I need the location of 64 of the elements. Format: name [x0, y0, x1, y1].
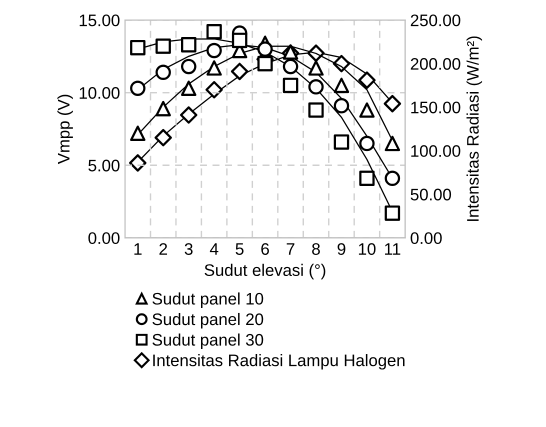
x-tick-label: 5	[236, 243, 244, 255]
point	[257, 56, 273, 72]
y2-tick-label: 100.00	[411, 145, 460, 157]
point	[130, 126, 146, 142]
legend-label: Sudut panel 30	[152, 333, 264, 350]
point	[129, 154, 146, 172]
point	[358, 71, 376, 89]
x-tick-label: 8	[312, 243, 320, 255]
y-tick-label: 0.00	[88, 232, 120, 244]
point	[308, 102, 324, 118]
point	[180, 80, 196, 96]
point	[180, 37, 196, 52]
point	[384, 170, 400, 186]
point	[384, 94, 402, 112]
y-tick-label: 10.00	[80, 87, 120, 99]
point	[206, 60, 222, 76]
point	[232, 32, 248, 48]
y2-tick-label: 50.00	[410, 188, 452, 200]
point	[282, 78, 298, 94]
y2-tick-label: 0.00	[410, 232, 442, 244]
point	[334, 134, 350, 150]
y2-tick-label: 250.00	[410, 14, 460, 26]
x-tick-label: 3	[184, 243, 193, 255]
legend-label: Sudut panel 20	[152, 312, 264, 328]
point	[359, 102, 375, 118]
point	[282, 58, 298, 74]
y-tick-label: 15.00	[80, 14, 120, 26]
x-tick-label: 7	[286, 243, 294, 255]
point	[206, 24, 222, 40]
point	[154, 128, 172, 146]
x-tick-label: 10	[358, 243, 376, 255]
point	[130, 40, 146, 56]
x-tick-label: 11	[385, 243, 400, 255]
point	[206, 42, 222, 58]
legend-label: Sudut panel 10	[152, 292, 264, 308]
point	[230, 62, 248, 80]
point	[156, 64, 171, 80]
point	[359, 170, 375, 186]
y-tick-label: 5.00	[88, 160, 120, 172]
point	[384, 205, 400, 221]
point	[334, 98, 350, 114]
point	[130, 80, 146, 96]
point	[384, 136, 400, 152]
point	[334, 78, 350, 94]
point	[359, 136, 375, 152]
point	[205, 81, 223, 98]
point	[180, 106, 198, 124]
x-axis-title: Sudut elevasi (°)	[204, 264, 326, 280]
point	[308, 79, 324, 95]
point	[156, 38, 171, 54]
x-tick-label: 1	[134, 243, 142, 255]
x-tick-label: 2	[159, 243, 168, 255]
x-tick-label: 4	[210, 243, 218, 255]
x-tick-label: 6	[261, 243, 269, 255]
y2-tick-label: 150.00	[411, 102, 460, 114]
legend-label: Intensitas Radiasi Lampu Halogen	[153, 354, 404, 370]
point	[180, 58, 196, 74]
point	[257, 41, 273, 57]
y2-axis-title: Intensitas Radiasi (W/m²)	[466, 36, 482, 221]
x-tick-label: 9	[338, 243, 346, 255]
point	[156, 100, 171, 116]
point	[308, 60, 324, 76]
y-axis-title: Vmpp (V)	[57, 94, 73, 164]
y2-tick-label: 200.00	[410, 58, 460, 70]
